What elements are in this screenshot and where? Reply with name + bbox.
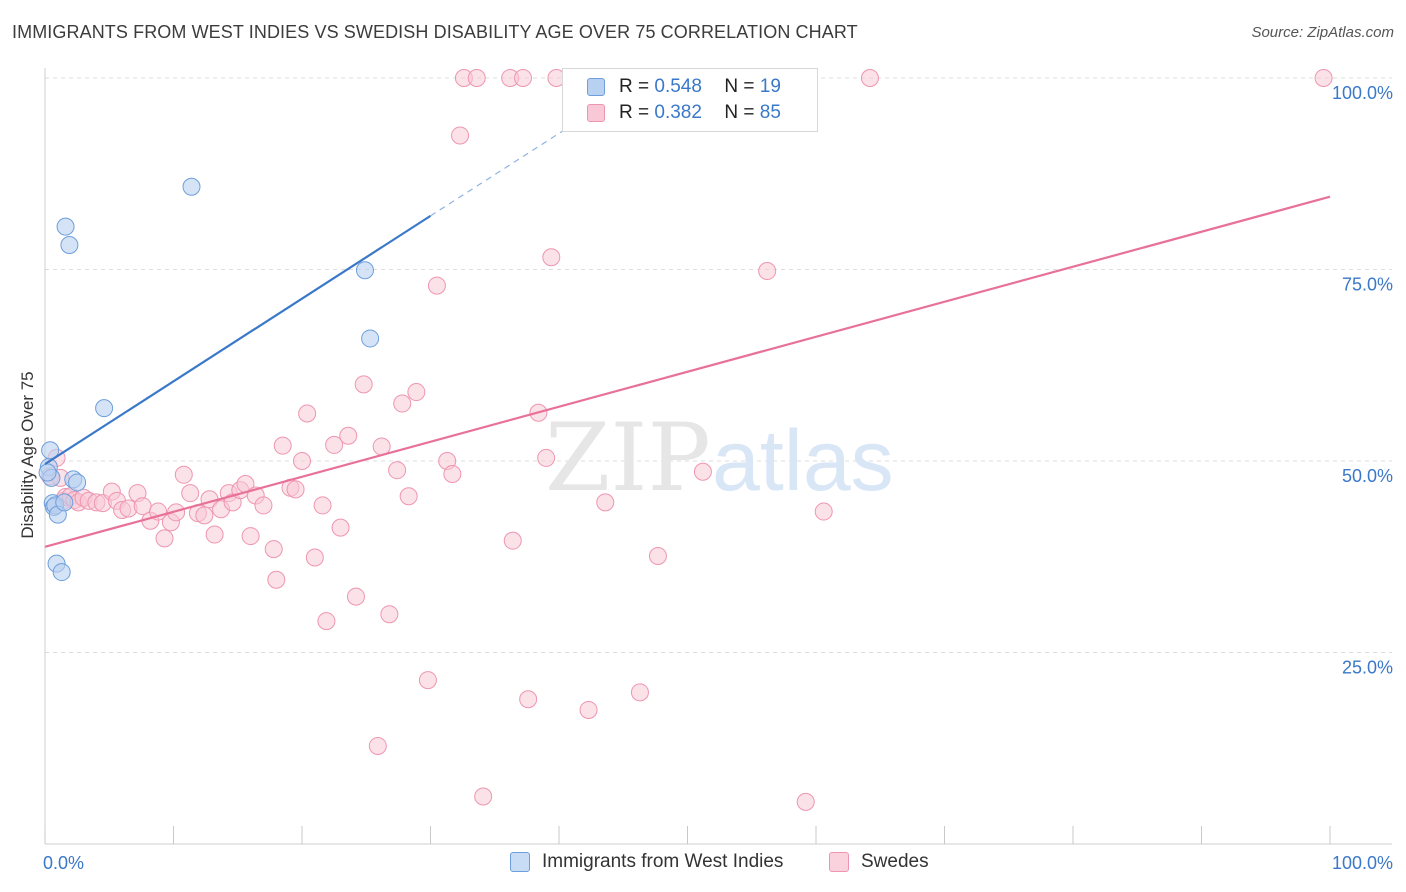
swedes-point: [630, 683, 649, 702]
legend-n-label: N =: [724, 102, 755, 123]
swedes-point: [317, 612, 336, 631]
west-indies-point: [68, 473, 87, 492]
swedes-point: [514, 69, 533, 87]
legend-r-value: 0.548: [654, 76, 702, 97]
y-tick-label: 25.0%: [1342, 658, 1393, 678]
west-indies-point: [60, 235, 79, 254]
west-indies-point: [41, 441, 60, 460]
swedes-point: [174, 465, 193, 484]
legend-label-swedes: Swedes: [861, 851, 929, 872]
west-indies-point: [38, 463, 57, 482]
west-indies-points: [38, 177, 380, 582]
legend-n-value: 19: [759, 76, 781, 97]
swedes-point: [519, 690, 538, 709]
swedes-point: [1314, 69, 1333, 87]
y-tick-label: 100.0%: [1332, 83, 1393, 103]
legend-row-west-indies: R = 0.548 N = 19: [587, 75, 781, 99]
legend-swatch-blue: [587, 78, 605, 96]
swedes-point: [758, 262, 777, 281]
swedes-point: [293, 452, 311, 470]
swedes-point: [399, 487, 418, 506]
west-indies-trend-line: [44, 214, 432, 465]
swedes-point: [537, 448, 556, 467]
x-tick-label: 100.0%: [1332, 853, 1393, 873]
swedes-point: [331, 518, 350, 537]
swedes-point: [579, 700, 598, 719]
swedes-point: [503, 531, 522, 550]
swedes-point: [264, 540, 283, 559]
swedes-point: [346, 587, 365, 606]
y-tick-label: 50.0%: [1342, 466, 1393, 486]
swedes-point: [693, 462, 712, 481]
swedes-point: [467, 69, 486, 87]
legend-swatch-pink: [587, 104, 605, 122]
swedes-point: [796, 792, 815, 811]
legend-item-west-indies: Immigrants from West Indies: [510, 851, 783, 873]
swedes-point: [339, 426, 358, 445]
swedes-point: [241, 527, 260, 546]
legend-n-label: N =: [724, 76, 755, 97]
swedes-point: [205, 525, 224, 544]
chart-title: IMMIGRANTS FROM WEST INDIES VS SWEDISH D…: [12, 22, 858, 42]
swedes-point: [267, 570, 286, 589]
swedes-point: [354, 375, 373, 394]
west-indies-point: [56, 217, 75, 236]
swedes-point: [195, 506, 214, 525]
swedes-point: [388, 461, 407, 480]
west-indies-point: [95, 399, 114, 418]
swedes-point: [418, 671, 437, 690]
west-indies-point: [361, 329, 380, 348]
swedes-point: [451, 126, 470, 145]
swedes-point: [325, 435, 344, 454]
watermark-zip: ZIP: [545, 404, 711, 513]
legend-swatch-pink: [829, 852, 849, 872]
swedes-point: [407, 383, 426, 402]
swedes-point: [313, 496, 332, 515]
swedes-point: [393, 394, 412, 413]
series-legend: Immigrants from West Indies Swedes: [0, 851, 1406, 877]
legend-row-swedes: R = 0.382 N = 85: [587, 101, 781, 125]
swedes-point: [860, 69, 879, 87]
legend-n-value: 85: [759, 102, 781, 123]
swedes-point: [155, 529, 174, 548]
watermark: ZIP atlas: [545, 404, 894, 513]
source-label: Source: ZipAtlas.com: [1251, 24, 1394, 41]
tick-labels: 25.0% 50.0% 75.0% 100.0% 0.0% 100.0%: [43, 83, 1393, 873]
swedes-point: [305, 548, 324, 567]
west-indies-point: [52, 563, 71, 582]
swedes-point: [474, 787, 493, 806]
legend-r-label: R =: [619, 102, 650, 123]
swedes-point: [286, 480, 305, 499]
watermark-atlas: atlas: [712, 413, 894, 509]
swedes-point: [181, 484, 200, 503]
legend-label-west-indies: Immigrants from West Indies: [542, 851, 784, 872]
swedes-point: [648, 546, 667, 565]
y-tick-label: 75.0%: [1342, 275, 1393, 295]
west-indies-point: [55, 493, 74, 512]
legend-swatch-blue: [510, 852, 530, 872]
swedes-point: [298, 404, 317, 423]
legend-r-label: R =: [619, 76, 650, 97]
grid-lines: [45, 77, 1392, 653]
swedes-point: [542, 248, 561, 267]
swedes-trend-line: [44, 195, 1331, 548]
x-tick-label: 0.0%: [43, 853, 84, 873]
swedes-point: [596, 493, 615, 512]
swedes-point: [254, 496, 273, 515]
swedes-point: [443, 465, 462, 484]
west-indies-point: [355, 261, 374, 280]
swedes-point: [273, 436, 292, 455]
legend-item-swedes: Swedes: [829, 851, 929, 873]
swedes-point: [814, 502, 833, 521]
swedes-point: [380, 605, 399, 624]
swedes-point: [368, 736, 387, 755]
legend-r-value: 0.382: [654, 102, 702, 123]
swedes-point: [427, 276, 446, 295]
west-indies-point: [182, 177, 201, 196]
correlation-legend: R = 0.548 N = 19 R = 0.382 N = 85: [562, 68, 818, 132]
